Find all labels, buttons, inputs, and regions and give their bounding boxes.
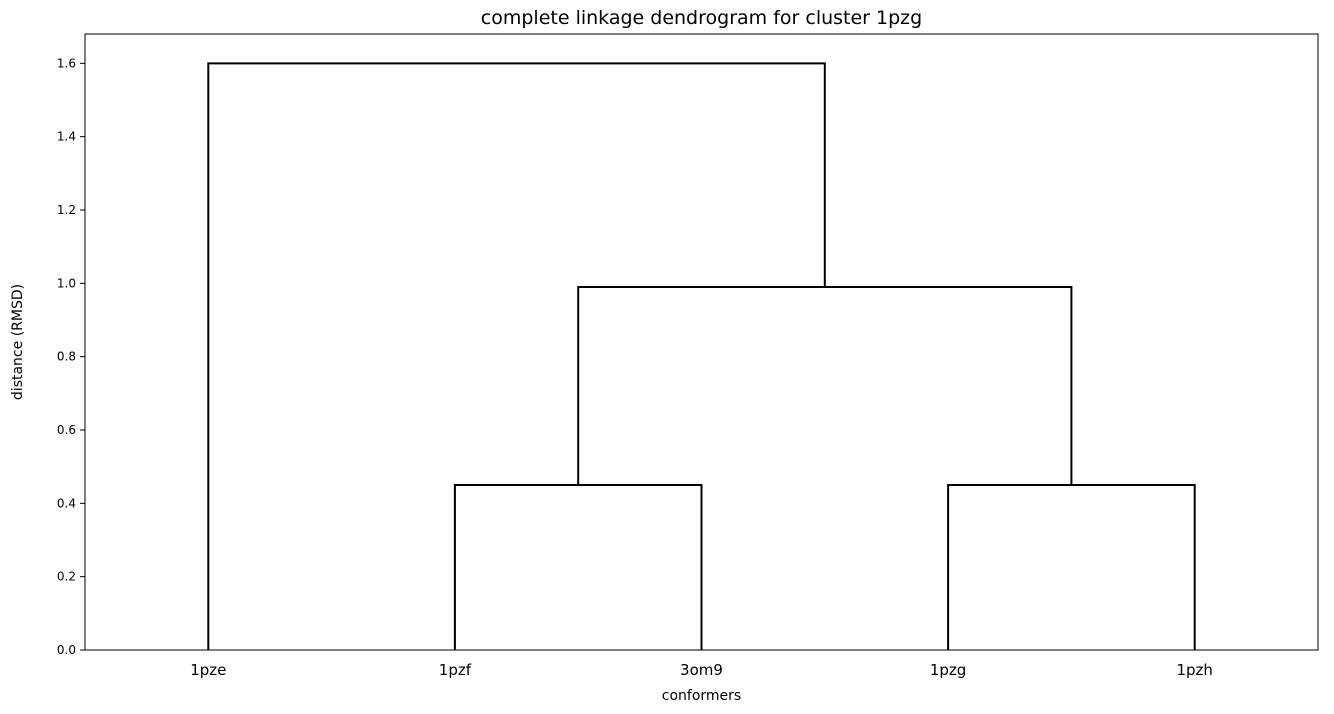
dendrogram-link-4 (207, 62, 826, 650)
chart-title: complete linkage dendrogram for cluster … (481, 7, 922, 29)
leaf-label-3om9: 3om9 (680, 661, 723, 679)
y-tick-label: 0.0 (57, 643, 76, 657)
y-tick-label: 1.6 (57, 56, 76, 70)
x-axis: 1pze 1pzf 3om9 1pzg 1pzh (190, 661, 1213, 679)
y-tick-label: 0.8 (57, 350, 76, 364)
y-axis: 0.0 0.2 0.4 0.6 0.8 1.0 1.2 1.4 1.6 (57, 56, 85, 657)
leaf-label-1pzg: 1pzg (930, 661, 966, 679)
y-tick-label: 0.2 (57, 570, 76, 584)
dendrogram-links (207, 62, 1196, 650)
leaf-label-1pzf: 1pzf (439, 661, 472, 679)
leaf-label-1pzh: 1pzh (1176, 661, 1212, 679)
y-tick-label: 1.0 (57, 276, 76, 290)
y-tick-label: 0.4 (57, 496, 76, 510)
y-tick-label: 1.2 (57, 203, 76, 217)
y-tick-label: 0.6 (57, 423, 76, 437)
y-axis-label: distance (RMSD) (10, 284, 26, 400)
x-axis-label: conformers (662, 688, 741, 704)
y-tick-label: 1.4 (57, 130, 76, 144)
leaf-label-1pze: 1pze (190, 661, 226, 679)
